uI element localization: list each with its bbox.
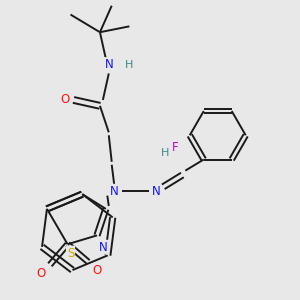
Text: S: S bbox=[67, 247, 74, 260]
Text: F: F bbox=[172, 141, 178, 154]
Text: N: N bbox=[110, 185, 119, 198]
Text: O: O bbox=[92, 264, 102, 277]
Text: H: H bbox=[125, 60, 134, 70]
Text: N: N bbox=[152, 185, 160, 198]
Text: N: N bbox=[104, 58, 113, 71]
Text: N: N bbox=[98, 241, 107, 254]
Text: H: H bbox=[160, 148, 169, 158]
Text: O: O bbox=[36, 267, 46, 280]
Text: O: O bbox=[60, 93, 69, 106]
